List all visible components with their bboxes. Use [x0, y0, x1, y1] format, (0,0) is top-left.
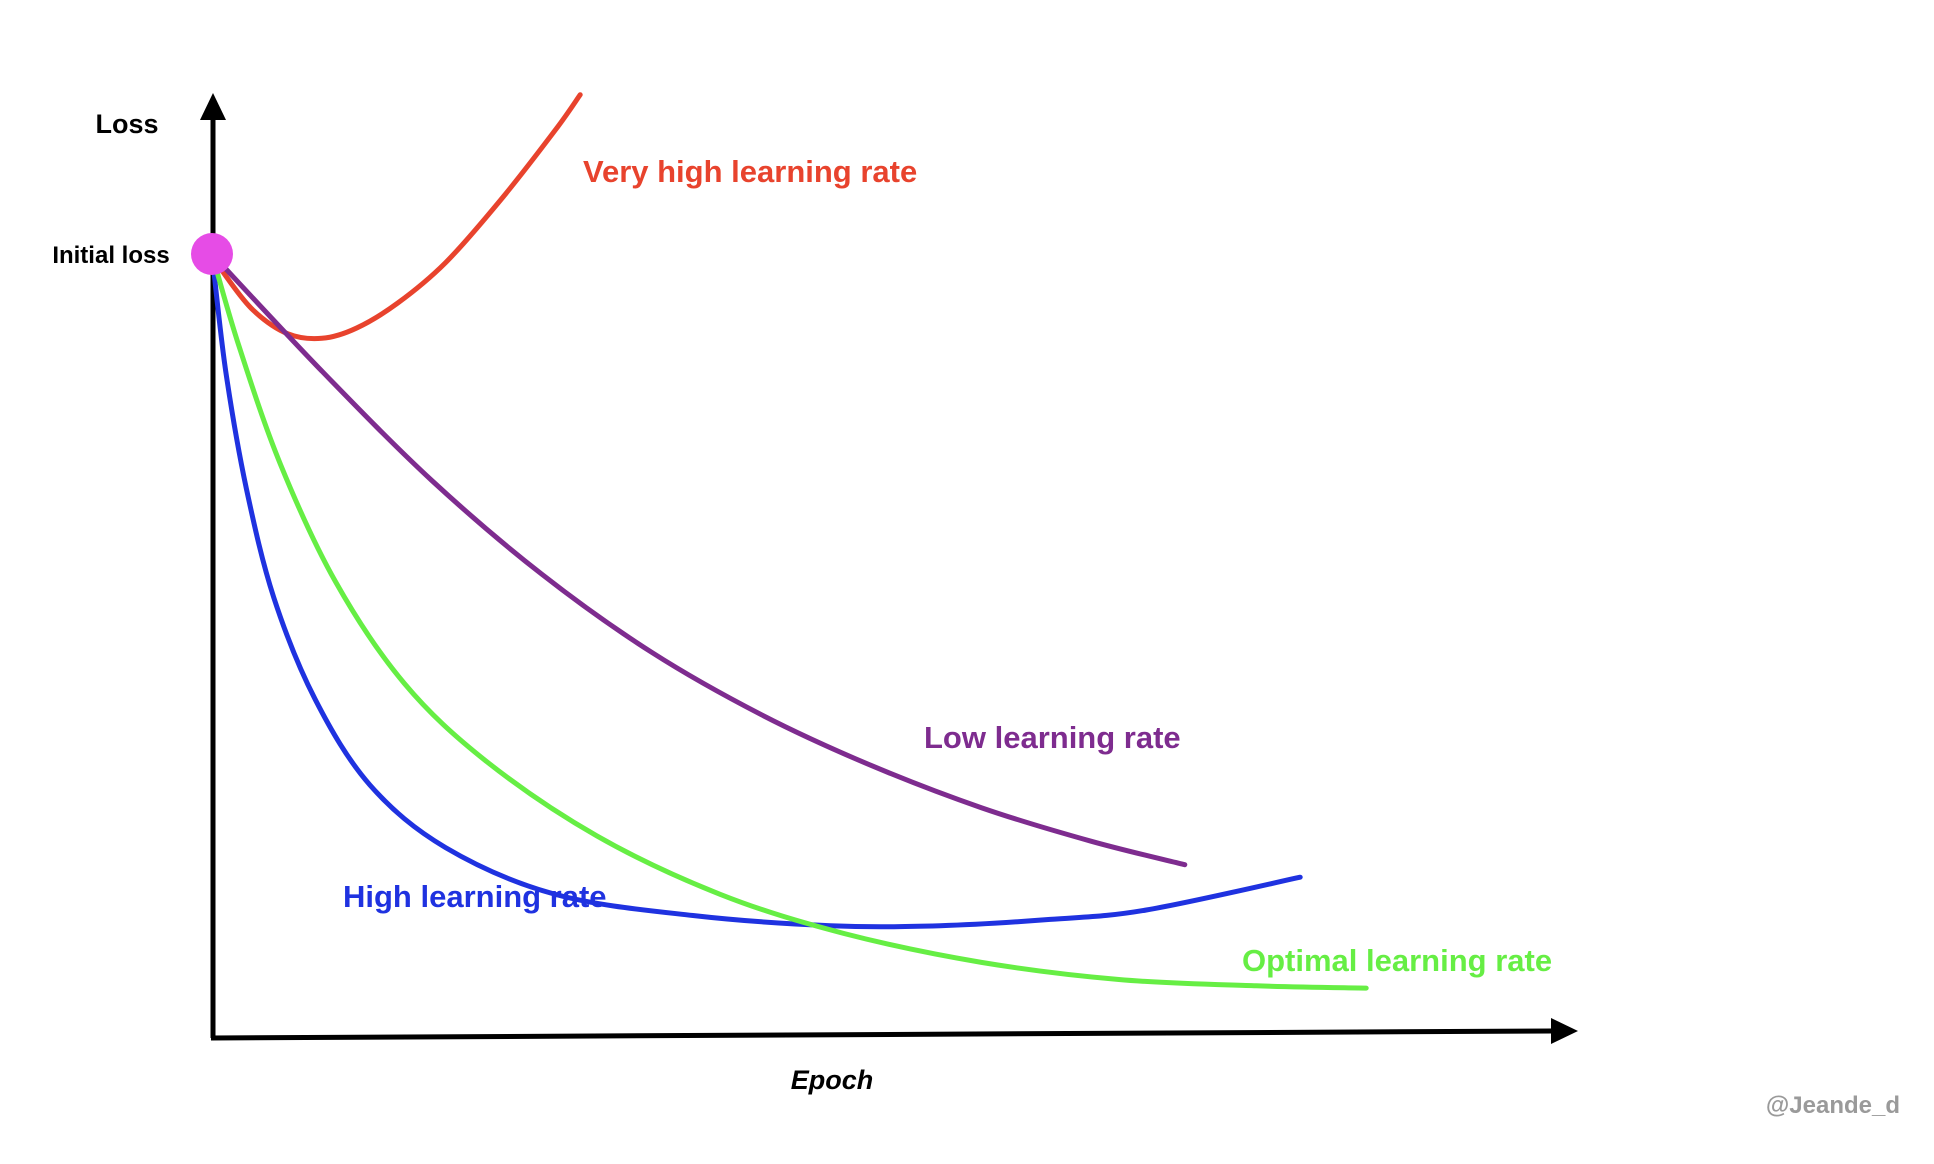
x-axis-arrowhead [1551, 1018, 1578, 1044]
series-line-high [209, 251, 1303, 930]
series-line-very-high [209, 92, 583, 342]
series-label-optimal: Optimal learning rate [1242, 943, 1552, 978]
y-axis-label: Loss [95, 109, 158, 139]
series-line-optimal [209, 251, 1369, 991]
y-axis-arrowhead [200, 93, 226, 120]
series-label-low: Low learning rate [924, 720, 1181, 755]
initial-loss-marker-group [191, 233, 233, 275]
initial-loss-marker [191, 233, 233, 275]
initial-loss-label: Initial loss [52, 242, 169, 269]
series-label-very-high: Very high learning rate [583, 154, 917, 189]
watermark: @Jeande_d [1765, 1092, 1900, 1119]
series-line-low [209, 251, 1188, 868]
series-label-high: High learning rate [343, 879, 607, 914]
x-axis-label: Epoch [791, 1065, 874, 1095]
curves [209, 92, 1369, 991]
x-axis-line [210, 1028, 1553, 1041]
